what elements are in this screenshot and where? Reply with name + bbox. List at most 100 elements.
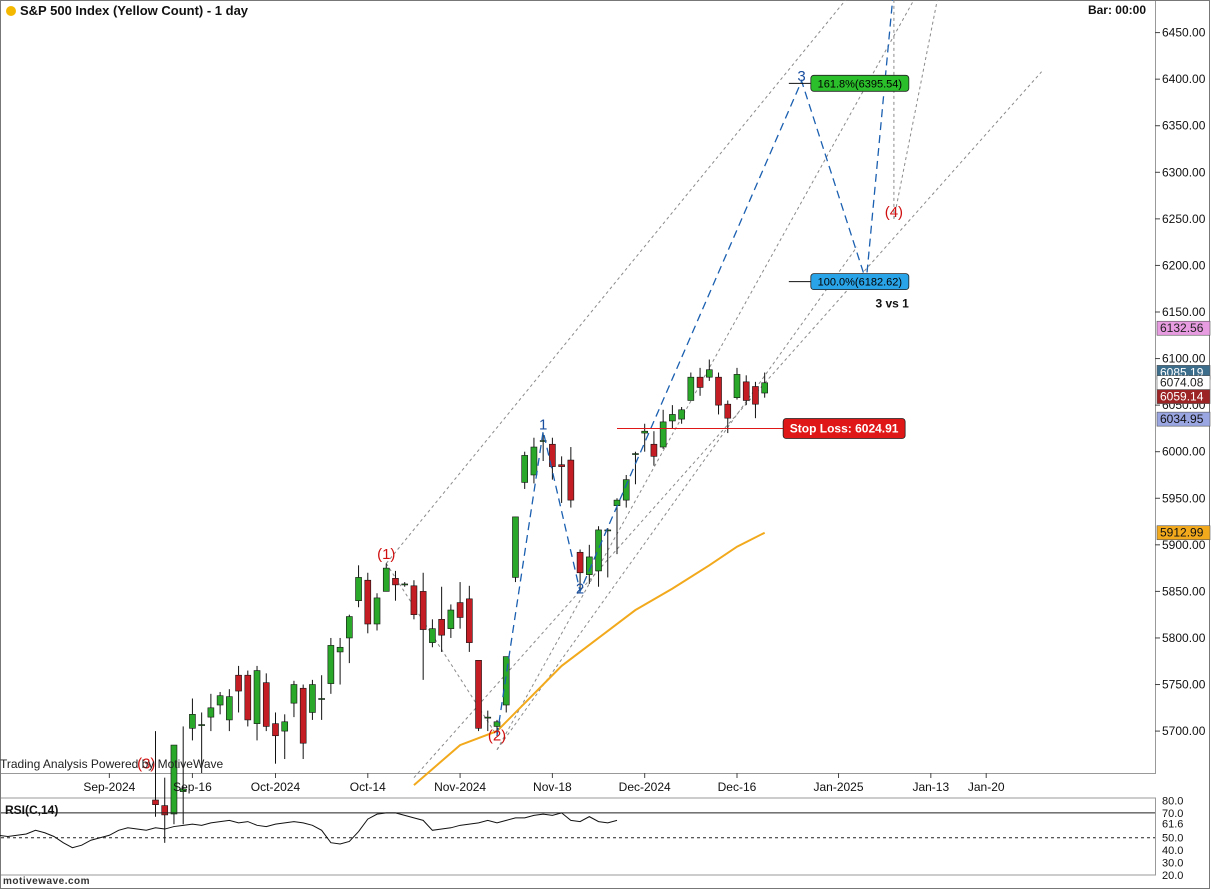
- candle-35: [475, 660, 482, 732]
- price-badge-box: [1156, 389, 1211, 404]
- annotation-text: 3 vs 1: [875, 296, 909, 310]
- rsi-tick-label: 50.0: [1162, 833, 1183, 845]
- bar-label: Bar: 00:00: [1087, 3, 1146, 17]
- price-tick-label: 6300.00: [1162, 165, 1206, 179]
- candle-body: [659, 421, 667, 448]
- wave-label-0: (3): [137, 755, 155, 772]
- candle-body: [696, 376, 704, 388]
- candle-60: [705, 359, 713, 381]
- time-tick-label: Oct-14: [350, 780, 386, 794]
- candle-66: [761, 372, 768, 398]
- candle-body: [382, 567, 390, 592]
- watermark: Trading Analysis Powered by MotiveWave: [0, 757, 224, 771]
- price-tick-label: 5900.00: [1162, 538, 1206, 552]
- candle-43: [549, 437, 556, 480]
- candle-48: [595, 526, 602, 587]
- candle-54: [650, 431, 658, 466]
- candle-body: [438, 619, 445, 636]
- candle-body: [724, 403, 732, 419]
- candle-46: [576, 549, 584, 589]
- candle-body: [336, 646, 344, 653]
- candle-body: [687, 376, 695, 401]
- candle-3: [179, 726, 187, 825]
- rsi-label: RSI(C,14): [5, 803, 59, 817]
- candle-7: [216, 691, 224, 715]
- candle-4: [189, 698, 196, 741]
- candle-body: [752, 386, 759, 405]
- candle-body: [272, 723, 279, 737]
- candle-body: [189, 714, 196, 729]
- time-tick-label: Jan-2025: [813, 780, 863, 794]
- status-dot: [6, 6, 16, 16]
- rsi-tick-label: 80.0: [1162, 795, 1183, 807]
- candle-41: [530, 437, 538, 484]
- candle-12: [262, 673, 270, 732]
- wave-label-3: 1: [539, 416, 547, 433]
- candle-20: [336, 637, 344, 685]
- wave-label-7: (4): [885, 204, 903, 221]
- candle-63: [733, 367, 741, 400]
- candle-body: [198, 724, 205, 726]
- candle-body: [484, 716, 492, 719]
- candle-body: [299, 687, 307, 744]
- candle-body: [586, 556, 593, 575]
- time-tick-label: Nov-2024: [434, 780, 486, 794]
- candle-body: [576, 551, 584, 574]
- candle-65: [752, 381, 759, 419]
- rsi-line: [0, 812, 618, 849]
- candle-18: [318, 675, 325, 720]
- trend-line-0: [385, 0, 847, 564]
- candle-34: [466, 585, 473, 652]
- candle-body: [761, 382, 768, 394]
- candle-body: [447, 609, 455, 629]
- candle-body: [567, 459, 575, 501]
- candle-56: [669, 405, 676, 429]
- wave-label-4: 2: [576, 580, 584, 597]
- rsi-tick-label: 20.0: [1162, 870, 1183, 882]
- trend-line-3: [496, 246, 858, 751]
- candle-body: [595, 529, 602, 572]
- candle-body: [530, 446, 538, 476]
- candle-body: [318, 698, 325, 700]
- candle-11: [253, 665, 261, 741]
- candle-body: [650, 443, 658, 457]
- candle-body: [705, 369, 713, 378]
- candle-26: [392, 570, 399, 601]
- price-badge-4: 6034.95: [1156, 411, 1211, 427]
- wave-label-5: 3: [797, 68, 805, 85]
- candle-body: [604, 529, 612, 532]
- candle-27: [401, 582, 409, 587]
- candle-body: [244, 674, 252, 721]
- candle-6: [207, 693, 215, 732]
- price-tick-label: 5700.00: [1162, 724, 1206, 738]
- candle-28: [410, 580, 418, 620]
- annotation-text: Stop Loss: 6024.91: [790, 421, 899, 435]
- price-tick-label: 5950.00: [1162, 491, 1206, 505]
- candle-51: [622, 474, 630, 508]
- candle-57: [678, 406, 685, 424]
- candle-body: [549, 443, 556, 467]
- candle-body: [456, 602, 464, 618]
- candle-40: [521, 451, 529, 489]
- candle-0: [152, 731, 159, 817]
- candle-body: [558, 464, 565, 467]
- candle-61: [715, 372, 722, 415]
- annotation-1: 100.0%(6182.62): [788, 273, 910, 291]
- candle-body: [281, 721, 289, 732]
- price-tick-label: 6000.00: [1162, 445, 1206, 459]
- candle-body: [373, 597, 381, 625]
- candle-body: [309, 684, 316, 713]
- price-badge-box: [1156, 525, 1211, 541]
- price-badge-label: 5912.99: [1160, 526, 1204, 540]
- price-badge-box: [1156, 320, 1211, 336]
- candle-body: [429, 628, 436, 643]
- candle-body: [410, 585, 418, 615]
- candle-body: [733, 374, 741, 398]
- annotation-text: 161.8%(6395.54): [818, 78, 902, 90]
- candle-body: [346, 616, 353, 639]
- rsi-tick-label: 61.6: [1162, 818, 1183, 830]
- price-tick-label: 6150.00: [1162, 305, 1206, 319]
- candle-body: [715, 376, 722, 406]
